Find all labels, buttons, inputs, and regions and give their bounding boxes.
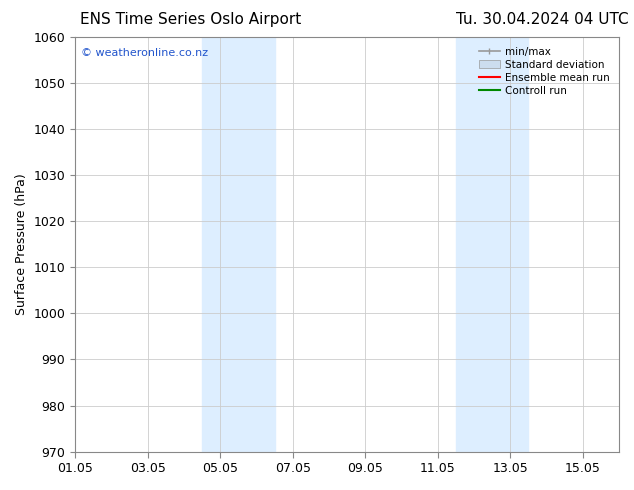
Text: Tu. 30.04.2024 04 UTC: Tu. 30.04.2024 04 UTC xyxy=(456,12,629,27)
Bar xyxy=(202,37,275,452)
Bar xyxy=(456,37,528,452)
Y-axis label: Surface Pressure (hPa): Surface Pressure (hPa) xyxy=(15,173,28,315)
Text: ENS Time Series Oslo Airport: ENS Time Series Oslo Airport xyxy=(80,12,301,27)
Legend: min/max, Standard deviation, Ensemble mean run, Controll run: min/max, Standard deviation, Ensemble me… xyxy=(475,42,614,100)
Text: © weatheronline.co.nz: © weatheronline.co.nz xyxy=(81,48,208,57)
